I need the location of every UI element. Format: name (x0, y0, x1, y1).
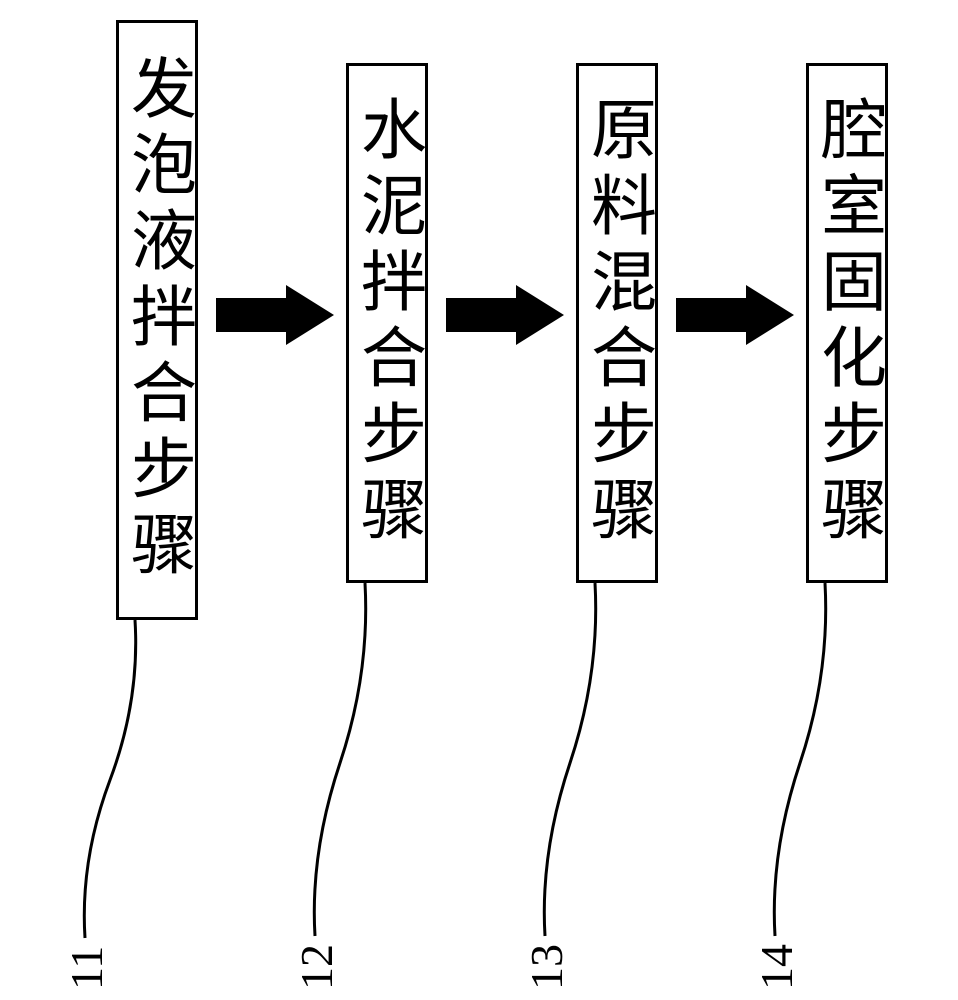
leader-line-13 (520, 583, 620, 938)
leader-line-14 (750, 583, 850, 938)
flowchart-canvas: 发泡液拌合步骤 水泥拌合步骤 原料混合步骤 腔室固化步骤 11 12 13 14 (0, 0, 958, 1000)
step-box-13: 原料混合步骤 (576, 63, 658, 583)
step-box-11: 发泡液拌合步骤 (116, 20, 198, 620)
ref-number-14: 14 (750, 944, 803, 990)
ref-number-12: 12 (290, 944, 343, 990)
step-label-12: 水泥拌合步骤 (339, 95, 435, 551)
step-label-14: 腔室固化步骤 (799, 95, 895, 551)
arrow-11-12 (216, 280, 336, 350)
leader-line-12 (290, 583, 390, 938)
ref-number-13: 13 (520, 944, 573, 990)
leader-line-11 (60, 620, 160, 940)
arrow-12-13 (446, 280, 566, 350)
step-box-14: 腔室固化步骤 (806, 63, 888, 583)
ref-number-11: 11 (60, 946, 113, 990)
step-box-12: 水泥拌合步骤 (346, 63, 428, 583)
step-label-11: 发泡液拌合步骤 (109, 54, 205, 586)
arrow-13-14 (676, 280, 796, 350)
step-label-13: 原料混合步骤 (569, 95, 665, 551)
